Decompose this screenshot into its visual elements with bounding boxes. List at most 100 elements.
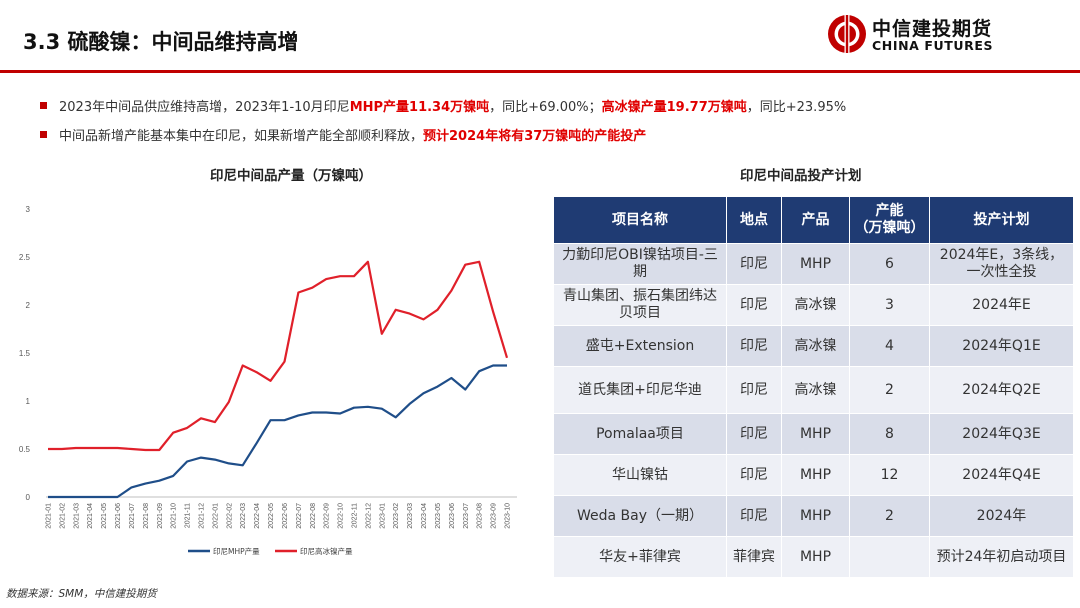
cell-product: 高冰镍 (781, 325, 850, 367)
header-capacity: 产能 （万镍吨） (849, 196, 930, 244)
y-tick-label: 2.5 (19, 253, 31, 262)
cell-location: 印尼 (726, 325, 782, 367)
production-line-chart: 0 0.5 1 1.5 2 2.5 3 2021-01 2021-02 2021-03 2021-0… (19, 205, 517, 556)
header-product: 产品 (781, 196, 850, 244)
cell-product: MHP (781, 536, 850, 578)
cell-schedule: 2024年Q2E (929, 366, 1074, 414)
cell-capacity (849, 536, 930, 578)
bullet-square-icon (40, 131, 47, 138)
x-tick-label: 2022-06 (282, 503, 289, 529)
x-tick-label: 2022-03 (240, 503, 247, 529)
cell-location: 菲律宾 (726, 536, 782, 578)
x-tick-label: 2022-10 (338, 503, 345, 529)
cell-product: 高冰镍 (781, 366, 850, 414)
y-tick-label: 0 (26, 493, 31, 502)
table-header-row: 项目名称 地点 产品 产能 （万镍吨） 投产计划 (553, 196, 1074, 244)
cell-product: MHP (781, 243, 850, 285)
x-tick-label: 2021-09 (157, 503, 164, 529)
cell-location: 印尼 (726, 284, 782, 326)
logo-chinese-text: 中信建投期货 (872, 18, 993, 40)
cell-capacity: 3 (849, 284, 930, 326)
x-tick-label: 2022-01 (212, 503, 219, 529)
cell-capacity: 2 (849, 366, 930, 414)
table-row: 华友+菲律宾 菲律宾 MHP 预计24年初启动项目 (553, 536, 1074, 578)
header-schedule: 投产计划 (929, 196, 1074, 244)
cell-product: 高冰镍 (781, 284, 850, 326)
x-tick-label: 2021-05 (101, 503, 108, 529)
page-title: 3.3 硫酸镍：中间品维持高增 (23, 30, 299, 54)
bullet-2: 中间品新增产能基本集中在印尼，如果新增产能全部顺利释放，预计2024年将有37万… (40, 125, 646, 144)
x-tick-label: 2023-09 (491, 503, 498, 529)
x-tick-label: 2023-05 (435, 503, 442, 529)
cell-project: 华友+菲律宾 (553, 536, 727, 578)
x-tick-label: 2021-06 (115, 503, 122, 529)
x-tick-label: 2022-02 (226, 503, 233, 529)
table-row: 道氏集团+印尼华迪 印尼 高冰镍 2 2024年Q2E (553, 366, 1074, 414)
cell-project: Weda Bay（一期） (553, 495, 727, 537)
x-tick-label: 2021-12 (199, 503, 206, 529)
cell-capacity: 12 (849, 454, 930, 496)
bullet-1-text: 2023年中间品供应维持高增，2023年1-10月印尼 (59, 100, 350, 115)
x-tick-label: 2023-03 (407, 503, 414, 529)
cell-project: 青山集团、振石集团纬达贝项目 (553, 284, 727, 326)
table-row: 青山集团、振石集团纬达贝项目 印尼 高冰镍 3 2024年E (553, 284, 1074, 326)
x-tick-label: 2021-04 (87, 503, 94, 529)
x-tick-label: 2023-04 (421, 503, 428, 529)
cell-project: 力勤印尼OBI镍钴项目-三期 (553, 243, 727, 285)
x-tick-label: 2022-09 (324, 503, 331, 529)
x-tick-label: 2021-11 (185, 503, 192, 528)
bullet-1-highlight-matte: 高冰镍产量19.77万镍吨 (601, 100, 747, 115)
y-tick-label: 0.5 (19, 445, 31, 454)
cell-project: 道氏集团+印尼华迪 (553, 366, 727, 414)
bullet-1-highlight-mhp: MHP产量11.34万镍吨 (349, 100, 490, 115)
series-line-0 (48, 364, 507, 499)
bullet-1-tail: ，同比+23.95% (746, 100, 847, 115)
header-project: 项目名称 (553, 196, 727, 244)
x-tick-label: 2022-04 (254, 503, 261, 529)
bullet-square-icon (40, 102, 47, 109)
cell-schedule: 预计24年初启动项目 (929, 536, 1074, 578)
company-logo: 中信建投期货 CHINA FUTURES (826, 13, 1066, 57)
series-line-1 (48, 260, 509, 452)
cell-location: 印尼 (726, 495, 782, 537)
y-tick-label: 1.5 (19, 349, 31, 358)
cell-project: 盛屯+Extension (553, 325, 727, 367)
x-tick-label: 2021-10 (171, 503, 178, 529)
table-row: Weda Bay（一期） 印尼 MHP 2 2024年 (553, 495, 1074, 537)
x-tick-label: 2022-05 (268, 503, 275, 529)
chart-title: 印尼中间品产量（万镍吨） (210, 168, 372, 184)
bullet-2-text: 中间品新增产能基本集中在印尼，如果新增产能全部顺利释放， (59, 129, 424, 144)
citic-logo-icon (828, 15, 866, 53)
cell-product: MHP (781, 454, 850, 496)
x-tick-label: 2023-08 (477, 503, 484, 529)
x-tick-label: 2023-07 (463, 503, 470, 529)
x-tick-label: 2023-02 (393, 503, 400, 529)
x-tick-label: 2021-01 (46, 503, 53, 529)
cell-location: 印尼 (726, 243, 782, 285)
cell-schedule: 2024年Q4E (929, 454, 1074, 496)
x-tick-label: 2022-07 (296, 503, 303, 529)
table-row: 华山镍钴 印尼 MHP 12 2024年Q4E (553, 454, 1074, 496)
y-tick-label: 3 (26, 205, 31, 214)
cell-project: Pomalaa项目 (553, 413, 727, 455)
x-tick-label: 2021-08 (143, 503, 150, 529)
cell-product: MHP (781, 495, 850, 537)
bullet-2-highlight: 预计2024年将有37万镍吨的产能投产 (423, 129, 647, 144)
table-row: 力勤印尼OBI镍钴项目-三期 印尼 MHP 6 2024年E，3条线，一次性全投 (553, 243, 1074, 285)
table-row: 盛屯+Extension 印尼 高冰镍 4 2024年Q1E (553, 325, 1074, 367)
x-tick-label: 2023-10 (505, 503, 512, 529)
header-location: 地点 (726, 196, 782, 244)
logo-english-text: CHINA FUTURES (872, 38, 994, 53)
cell-location: 印尼 (726, 413, 782, 455)
cell-capacity: 4 (849, 325, 930, 367)
cell-schedule: 2024年Q3E (929, 413, 1074, 455)
x-tick-label: 2022-11 (352, 503, 359, 528)
cell-capacity: 8 (849, 413, 930, 455)
cell-capacity: 6 (849, 243, 930, 285)
cell-capacity: 2 (849, 495, 930, 537)
cell-schedule: 2024年E，3条线，一次性全投 (929, 243, 1074, 285)
cell-product: MHP (781, 413, 850, 455)
cell-schedule: 2024年Q1E (929, 325, 1074, 367)
capacity-plan-table: 项目名称 地点 产品 产能 （万镍吨） 投产计划 力勤印尼OBI镍钴项目-三期印… (553, 196, 1074, 578)
legend-label: 印尼MHP产量 (213, 546, 260, 556)
